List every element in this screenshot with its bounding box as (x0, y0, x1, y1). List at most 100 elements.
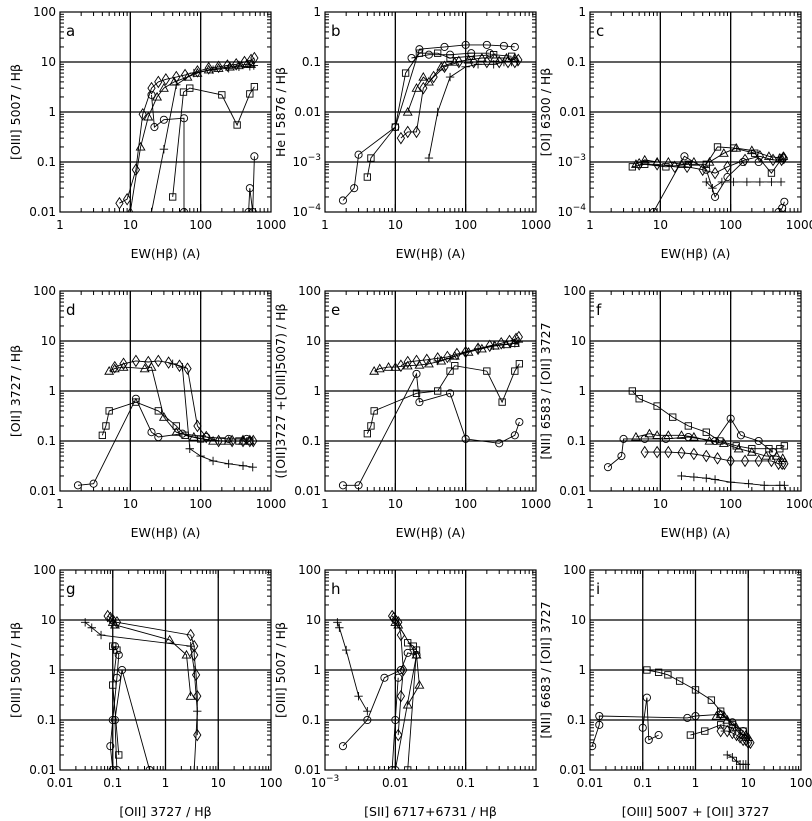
marker-diamond (110, 360, 119, 374)
panel-letter: b (331, 22, 341, 40)
marker-square (367, 154, 375, 162)
marker-circle (619, 434, 628, 443)
marker-triangle (182, 71, 193, 81)
y-tick-label: 0.1 (37, 713, 56, 727)
marker-diamond (723, 724, 732, 738)
marker-square (653, 402, 661, 410)
marker-triangle (164, 634, 175, 644)
marker-triangle (402, 699, 413, 709)
series-line (400, 59, 519, 139)
marker-circle (590, 742, 597, 751)
y-axis-label: [OIII] 5007 / Hβ (8, 64, 23, 160)
panel-letter: i (596, 580, 600, 598)
series-line (151, 94, 185, 212)
marker-square (169, 193, 177, 201)
marker-plus (87, 623, 96, 632)
marker-square (654, 668, 663, 676)
marker-square (154, 407, 162, 415)
marker-plus (514, 337, 524, 347)
marker-diamond (495, 55, 504, 69)
y-tick-label: 0.01 (559, 484, 586, 498)
marker-square (498, 398, 506, 406)
marker-triangle (203, 64, 214, 74)
marker-plus (702, 474, 711, 483)
y-tick-label: 0.01 (29, 484, 56, 498)
marker-square (701, 727, 709, 735)
marker-triangle (393, 619, 404, 629)
marker-triangle (663, 156, 674, 166)
plot-frame (59, 569, 272, 771)
marker-square (235, 437, 243, 445)
marker-plus (193, 706, 202, 716)
marker-square (246, 90, 254, 98)
marker-square (684, 422, 692, 430)
series-line (172, 86, 255, 197)
marker-square (105, 407, 113, 415)
marker-diamond (396, 689, 406, 703)
marker-circle (768, 448, 778, 457)
marker-plus (190, 765, 199, 770)
marker-diamond (779, 151, 788, 165)
x-tick-label: 10 (653, 497, 668, 511)
marker-diamond (461, 345, 470, 359)
marker-circle (178, 429, 187, 438)
marker-square (702, 428, 710, 436)
marker-circle (245, 184, 254, 193)
marker-square (713, 143, 722, 151)
marker-triangle (449, 56, 460, 66)
marker-circle (711, 436, 720, 446)
y-tick-label: 100 (33, 563, 56, 577)
y-tick-label: 100 (298, 563, 321, 577)
marker-square (250, 83, 259, 91)
marker-circle (736, 431, 745, 440)
panel-letter: c (596, 22, 604, 40)
marker-circle (108, 715, 117, 725)
marker-plus (248, 462, 257, 472)
series-1-triangle (107, 617, 196, 700)
marker-triangle (224, 61, 235, 71)
y-tick-label: 10 (41, 613, 56, 627)
marker-circle (363, 715, 372, 725)
x-tick-label: 0.01 (577, 776, 604, 790)
series-3-square (169, 83, 259, 201)
series-4-circle (338, 648, 421, 770)
series-line (635, 433, 783, 459)
x-tick-label: 1 (586, 497, 594, 511)
y-tick-label: 0.01 (294, 484, 321, 498)
marker-triangle (223, 435, 234, 445)
y-tick-label: 1 (578, 384, 586, 398)
marker-diamond (670, 160, 679, 174)
series-5-circle (110, 665, 154, 770)
marker-square (780, 442, 789, 450)
marker-triangle (213, 63, 224, 72)
series-group (73, 354, 258, 490)
x-tick-label: 1 (162, 776, 170, 790)
x-tick-label: 100 (454, 497, 477, 511)
marker-triangle (639, 154, 650, 164)
x-tick-label: 0.1 (103, 776, 122, 790)
marker-triangle (463, 54, 474, 64)
marker-plus (185, 444, 194, 453)
x-axis-label: EW(Hβ) (A) (396, 525, 466, 540)
marker-plus (80, 618, 90, 627)
series-line (114, 669, 151, 770)
y-tick-label: 10−4 (292, 203, 321, 219)
marker-circle (485, 49, 494, 58)
series-4-plus (147, 61, 259, 212)
marker-circle (683, 713, 692, 722)
series-0-square (643, 666, 747, 735)
x-tick-label: 10 (123, 497, 138, 511)
marker-triangle (127, 206, 134, 212)
marker-plus (245, 62, 255, 71)
series-line (705, 181, 781, 189)
marker-triangle (171, 427, 182, 436)
x-tick-label: 10 (123, 218, 138, 232)
marker-triangle (158, 412, 169, 421)
series-line (644, 451, 785, 465)
y-tick-label: 10 (571, 334, 586, 348)
panel-g: 0.01 0.1 1 10 100 0.01 0.1 1 10 100 [OII] 3727 / H… (8, 563, 282, 819)
marker-circle (112, 765, 121, 770)
series-line (112, 645, 120, 755)
x-tick-label: 0.01 (47, 776, 74, 790)
